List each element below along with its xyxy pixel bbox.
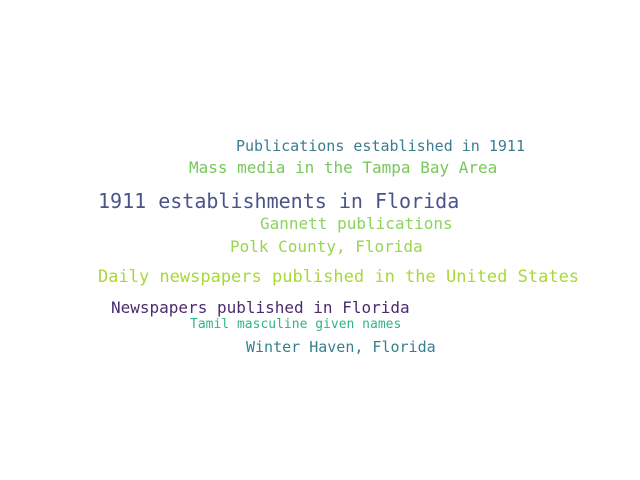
word-newspapers-florida: Newspapers published in Florida [111,298,410,317]
word-mass-media-tampa-bay: Mass media in the Tampa Bay Area [189,158,498,177]
word-winter-haven-florida: Winter Haven, Florida [246,338,436,356]
word-publications-established-1911: Publications established in 1911 [236,137,525,155]
word-gannett-publications: Gannett publications [260,214,453,233]
word-1911-establishments-florida: 1911 establishments in Florida [98,189,460,213]
word-daily-newspapers-us: Daily newspapers published in the United… [98,267,580,287]
word-polk-county-florida: Polk County, Florida [230,237,423,256]
word-tamil-masculine-names: Tamil masculine given names [190,317,402,332]
